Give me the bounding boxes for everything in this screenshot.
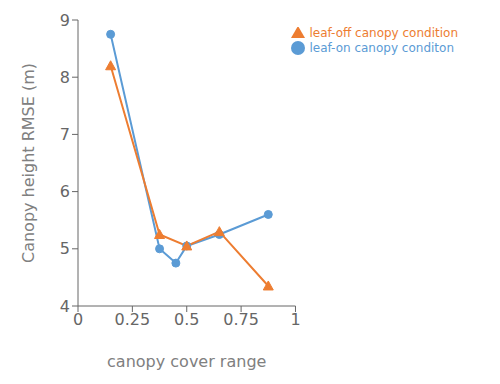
svg-text:Canopy height RMSE (m): Canopy height RMSE (m) [19, 63, 38, 263]
svg-text:9: 9 [60, 11, 70, 30]
svg-text:5: 5 [60, 239, 70, 258]
html-text:leaf-off canopy condition: leaf-off canopy condition [309, 26, 458, 40]
svg-text:7: 7 [60, 125, 70, 144]
svg-text:0.5: 0.5 [174, 310, 199, 329]
svg-text:4: 4 [60, 297, 70, 316]
svg-text:6: 6 [60, 182, 70, 201]
svg-text:1: 1 [290, 310, 300, 329]
svg-text:0.25: 0.25 [115, 310, 151, 329]
svg-text:0: 0 [73, 310, 83, 329]
svg-text:8: 8 [60, 68, 70, 87]
svg-text:0.75: 0.75 [223, 310, 259, 329]
svg-text:canopy cover range: canopy cover range [107, 352, 266, 371]
html-text:leaf-on canopy conditon: leaf-on canopy conditon [309, 40, 454, 55]
